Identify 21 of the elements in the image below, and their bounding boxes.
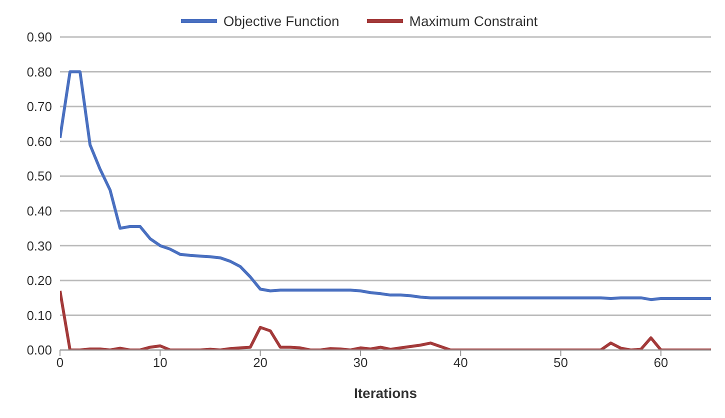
x-tick-label: 0: [56, 355, 64, 370]
legend-label: Maximum Constraint: [408, 13, 538, 29]
x-tick-label: 60: [654, 355, 668, 370]
y-tick-label: 0.90: [26, 30, 52, 45]
x-tick-label: 30: [353, 355, 368, 370]
y-tick-label: 0.40: [26, 204, 52, 219]
y-tick-label: 0.30: [26, 238, 52, 254]
line-series: [60, 70, 711, 302]
x-tick-label: 40: [453, 355, 468, 370]
y-tick-label: 0.50: [26, 168, 52, 184]
x-tick-label: 50: [554, 355, 568, 370]
y-tick-label: 0.80: [26, 64, 52, 80]
y-tick-label: 0.60: [26, 134, 52, 149]
y-tick-label: 0.10: [26, 308, 52, 323]
legend-label: Objective Function: [222, 13, 340, 29]
y-tick-label: 0.70: [26, 99, 52, 114]
x-axis-title: Iterations: [354, 385, 418, 401]
x-tick-label: 10: [152, 355, 168, 370]
x-tick-label: 20: [253, 355, 268, 370]
y-tick-label: 0.20: [26, 273, 52, 288]
y-tick-label: 0.00: [26, 342, 52, 358]
